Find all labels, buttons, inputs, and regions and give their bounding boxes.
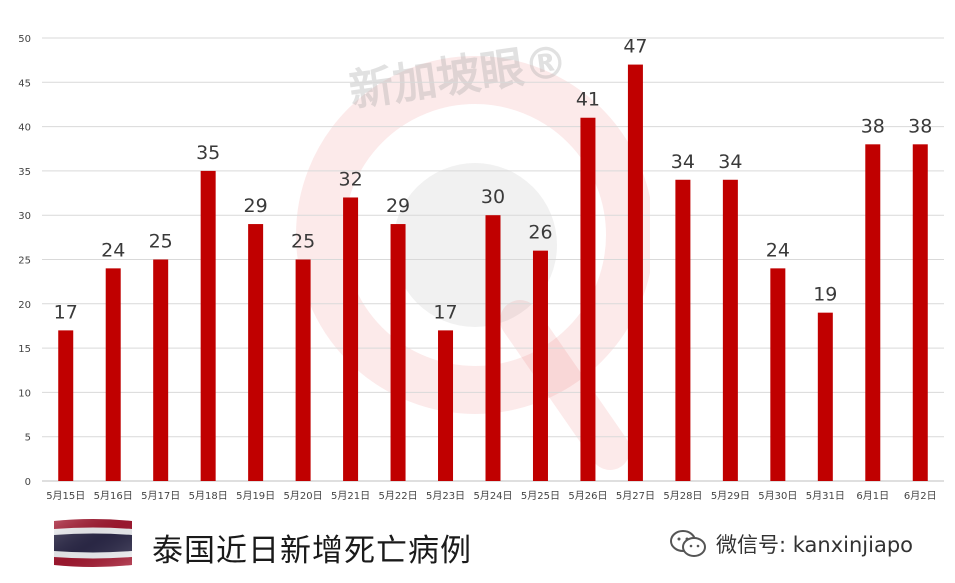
data-label: 41 — [576, 89, 600, 111]
bar — [675, 179, 691, 481]
data-label: 47 — [623, 36, 647, 58]
data-label: 34 — [718, 151, 742, 173]
wechat-id-text: 微信号: kanxinjiapo — [716, 533, 914, 557]
footer: 泰国近日新增死亡病例 微信号: kanxinjiapo — [0, 505, 955, 583]
data-label: 25 — [149, 231, 173, 253]
data-label: 26 — [528, 222, 552, 244]
y-tick-label: 20 — [18, 300, 31, 311]
data-label: 35 — [196, 142, 220, 164]
x-tick-label: 5月16日 — [94, 490, 133, 502]
data-label: 24 — [766, 239, 790, 261]
wechat-icon — [670, 530, 706, 557]
bar — [105, 268, 121, 481]
x-tick-label: 5月21日 — [331, 490, 370, 502]
bar — [343, 197, 359, 482]
data-label: 24 — [101, 239, 125, 261]
x-axis-ticks: 5月15日 5月16日 5月17日 5月18日 5月19日 5月20日 5月21日 5月22日… — [46, 490, 936, 502]
x-tick-label: 5月30日 — [758, 490, 797, 502]
bar — [58, 330, 74, 481]
bar-chart: 0 5 10 15 20 25 30 35 40 45 50 17 24 25 35 29 25 32 29 17 3… — [18, 34, 944, 502]
y-tick-label: 15 — [18, 344, 31, 355]
x-tick-label: 5月23日 — [426, 490, 465, 502]
y-axis-ticks: 0 5 10 15 20 25 30 35 40 45 50 — [18, 34, 31, 488]
bar — [438, 330, 454, 481]
x-tick-label: 5月25日 — [521, 490, 560, 502]
x-tick-label: 5月20日 — [284, 490, 323, 502]
bar — [200, 170, 216, 481]
y-tick-label: 5 — [25, 433, 31, 444]
bar — [627, 64, 643, 481]
data-labels: 17 24 25 35 29 25 32 29 17 30 26 41 47 34 34 24 19 38 38 — [54, 36, 933, 324]
data-label: 25 — [291, 231, 315, 253]
y-tick-label: 30 — [18, 211, 31, 222]
data-label: 38 — [861, 115, 885, 137]
x-tick-label: 6月1日 — [856, 490, 889, 502]
x-tick-label: 5月31日 — [806, 490, 845, 502]
x-tick-label: 5月18日 — [189, 490, 228, 502]
data-label: 17 — [433, 301, 457, 323]
data-label: 29 — [244, 195, 268, 217]
x-tick-label: 5月28日 — [663, 490, 702, 502]
x-tick-label: 6月2日 — [904, 490, 937, 502]
bar — [722, 179, 738, 481]
bar — [532, 250, 548, 481]
bar — [770, 268, 786, 481]
bar — [485, 215, 501, 481]
bars — [58, 64, 928, 482]
bar — [580, 117, 596, 482]
bar — [865, 144, 881, 481]
bar — [248, 224, 264, 481]
y-tick-label: 25 — [18, 256, 31, 267]
y-tick-label: 40 — [18, 123, 31, 134]
data-label: 38 — [908, 115, 932, 137]
x-tick-label: 5月29日 — [711, 490, 750, 502]
data-label: 19 — [813, 284, 837, 306]
x-tick-label: 5月27日 — [616, 490, 655, 502]
x-tick-label: 5月17日 — [141, 490, 180, 502]
y-tick-label: 35 — [18, 167, 31, 178]
wechat-id: 微信号: kanxinjiapo — [668, 529, 913, 559]
x-tick-label: 5月24日 — [473, 490, 512, 502]
y-tick-label: 45 — [18, 78, 31, 89]
y-tick-label: 0 — [25, 477, 31, 488]
bar — [295, 259, 311, 481]
data-label: 29 — [386, 195, 410, 217]
bar — [153, 259, 169, 481]
chart-caption: 泰国近日新增死亡病例 — [152, 533, 472, 569]
data-label: 30 — [481, 186, 505, 208]
x-tick-label: 5月26日 — [568, 490, 607, 502]
x-tick-label: 5月15日 — [46, 490, 85, 502]
x-tick-label: 5月22日 — [379, 490, 418, 502]
x-tick-label: 5月19日 — [236, 490, 275, 502]
data-label: 17 — [54, 301, 78, 323]
bar — [817, 312, 833, 481]
bar — [912, 144, 928, 481]
y-tick-label: 10 — [18, 388, 31, 399]
data-label: 32 — [338, 168, 362, 190]
bar — [390, 224, 406, 481]
data-label: 34 — [671, 151, 695, 173]
thailand-flag-icon — [54, 519, 132, 567]
y-tick-label: 50 — [18, 34, 31, 45]
